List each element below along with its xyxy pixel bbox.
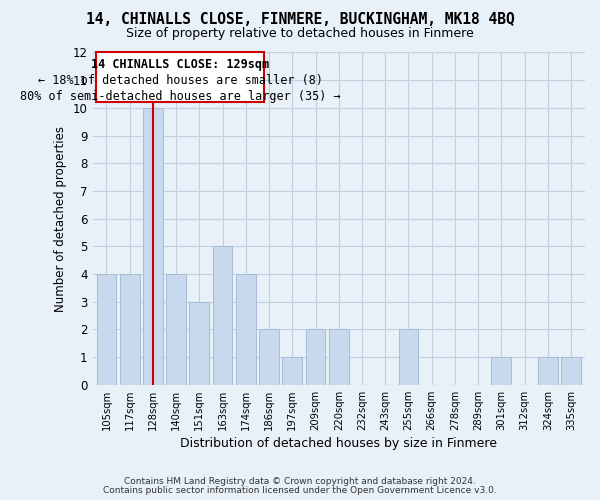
Bar [236, 274, 256, 385]
Y-axis label: Number of detached properties: Number of detached properties [54, 126, 67, 312]
FancyBboxPatch shape [96, 52, 265, 102]
Bar [283, 357, 302, 385]
Bar [491, 357, 511, 385]
Bar [329, 330, 349, 385]
Text: 80% of semi-detached houses are larger (35) →: 80% of semi-detached houses are larger (… [20, 90, 341, 102]
Text: 14, CHINALLS CLOSE, FINMERE, BUCKINGHAM, MK18 4BQ: 14, CHINALLS CLOSE, FINMERE, BUCKINGHAM,… [86, 12, 514, 28]
Bar [305, 330, 325, 385]
Bar [213, 246, 232, 385]
X-axis label: Distribution of detached houses by size in Finmere: Distribution of detached houses by size … [180, 437, 497, 450]
Text: Size of property relative to detached houses in Finmere: Size of property relative to detached ho… [126, 28, 474, 40]
Text: Contains HM Land Registry data © Crown copyright and database right 2024.: Contains HM Land Registry data © Crown c… [124, 477, 476, 486]
Bar [143, 108, 163, 385]
Bar [561, 357, 581, 385]
Bar [120, 274, 140, 385]
Bar [538, 357, 558, 385]
Bar [97, 274, 116, 385]
Text: ← 18% of detached houses are smaller (8): ← 18% of detached houses are smaller (8) [38, 74, 323, 87]
Text: 14 CHINALLS CLOSE: 129sqm: 14 CHINALLS CLOSE: 129sqm [91, 58, 269, 71]
Text: Contains public sector information licensed under the Open Government Licence v3: Contains public sector information licen… [103, 486, 497, 495]
Bar [190, 302, 209, 385]
Bar [259, 330, 279, 385]
Bar [398, 330, 418, 385]
Bar [166, 274, 186, 385]
